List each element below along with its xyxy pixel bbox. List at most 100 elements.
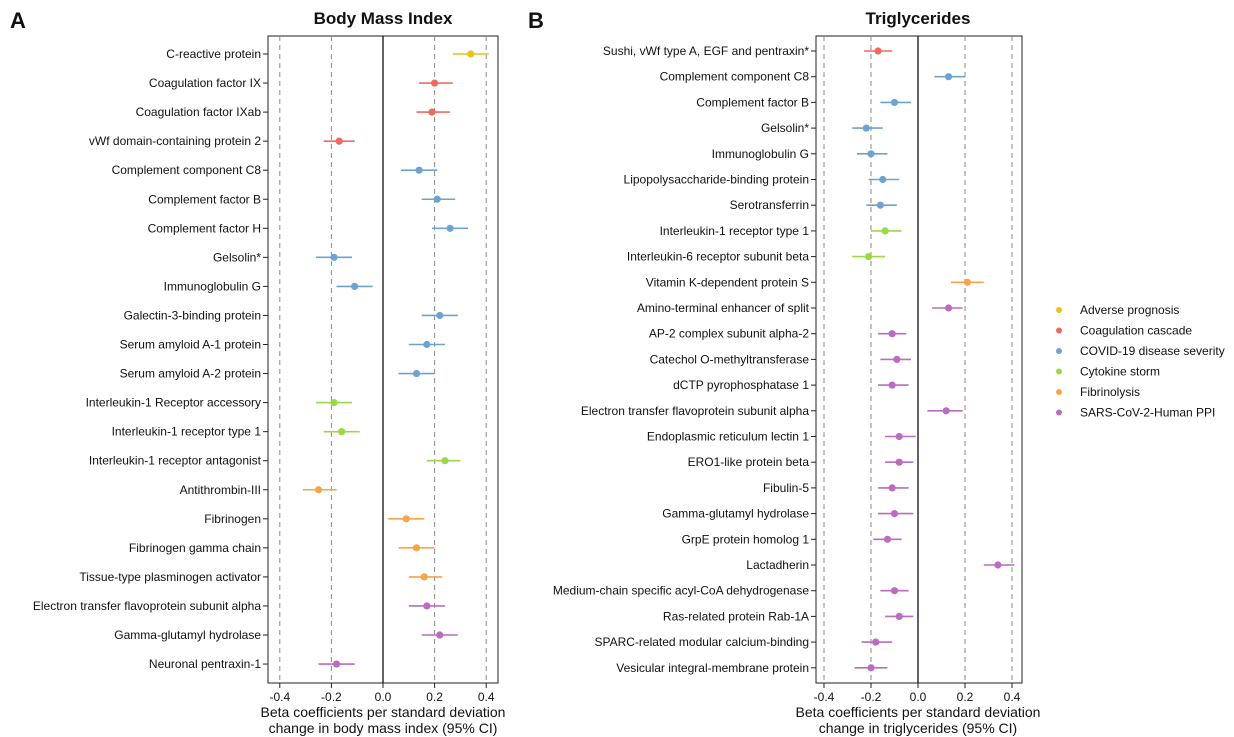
row-label: Vitamin K-dependent protein S	[646, 275, 809, 289]
point-estimate	[412, 544, 421, 552]
legend-label: Adverse prognosis	[1080, 303, 1179, 317]
point-estimate	[944, 304, 953, 312]
row-label: Gelsolin*	[761, 121, 809, 135]
row-label: Lipopolysaccharide-binding protein	[624, 173, 809, 187]
row-label: dCTP pyrophosphatase 1	[673, 378, 809, 392]
x-tick-label: 0.2	[426, 690, 443, 704]
row-label: Lactadherin	[746, 558, 809, 572]
point-estimate	[332, 660, 341, 668]
row-label: Gamma-glutamyl hydrolase	[662, 507, 809, 521]
row-label: vWf domain-containing protein 2	[89, 134, 261, 148]
row-label: Coagulation factor IX	[149, 76, 261, 90]
panel-b-estimates	[852, 47, 1015, 672]
row-label: Gamma-glutamyl hydrolase	[114, 628, 261, 642]
legend-label: Fibrinolysis	[1080, 385, 1140, 399]
panel-a-row-labels: C-reactive protein Coagulation factor IX C…	[33, 47, 268, 671]
row-label: Coagulation factor IXab	[136, 105, 262, 119]
point-estimate	[895, 458, 903, 466]
point-estimate	[867, 664, 875, 672]
point-estimate	[890, 509, 899, 518]
row-label: Electron transfer flavoprotein subunit a…	[581, 404, 809, 418]
point-estimate	[890, 98, 899, 106]
row-label: Catechol O-methyltransferase	[650, 352, 810, 366]
panel-a-title: Body Mass Index	[314, 9, 453, 28]
row-label: Serotransferrin	[730, 198, 809, 212]
row-label: ERO1-like protein beta	[688, 455, 810, 469]
row-label: Ras-related protein Rab-1A	[663, 609, 809, 623]
point-estimate	[412, 369, 421, 378]
panel-a-xlabel-line2: change in body mass index (95% CI)	[269, 720, 498, 736]
panel-b-x-ticks: -0.4 -0.2 0.0 0.2 0.4	[814, 683, 1021, 704]
legend: Adverse prognosis Coagulation cascade COVI…	[1056, 303, 1225, 420]
row-label: Electron transfer flavoprotein subunit a…	[33, 599, 261, 613]
point-estimate	[895, 432, 903, 441]
row-label: C-reactive protein	[166, 47, 261, 61]
point-estimate	[436, 631, 444, 639]
point-estimate	[881, 227, 889, 235]
row-label: Vesicular integral-membrane protein	[616, 661, 809, 675]
panel-a: A Body Mass Index -0.4 -0.2 0.0 0.2 0.4 C-re…	[10, 8, 505, 736]
row-label: Sushi, vWf type A, EGF and pentraxin*	[603, 44, 809, 58]
point-estimate	[423, 340, 431, 349]
point-estimate	[865, 253, 873, 261]
legend-swatch	[1056, 389, 1062, 395]
row-label: Complement factor B	[148, 192, 261, 206]
legend-swatch	[1056, 409, 1062, 416]
x-tick-label: 0.0	[375, 690, 392, 704]
row-label: Fibrinogen gamma chain	[129, 541, 261, 555]
row-label: Interleukin-1 receptor antagonist	[89, 454, 262, 468]
legend-swatch	[1056, 327, 1062, 334]
point-estimate	[433, 195, 441, 203]
point-estimate	[441, 457, 449, 465]
legend-swatch	[1056, 348, 1062, 354]
row-label: AP-2 complex subunit alpha-2	[649, 327, 809, 341]
row-label: Immunoglobulin G	[712, 147, 809, 161]
panel-b-frame	[815, 35, 1023, 684]
point-estimate	[431, 79, 439, 87]
point-estimate	[423, 602, 431, 610]
legend-label: SARS-CoV-2-Human PPI	[1080, 406, 1215, 420]
point-estimate	[867, 150, 875, 158]
x-tick-label: 0.4	[1004, 690, 1021, 704]
panel-a-estimates	[303, 50, 489, 668]
legend-label: Coagulation cascade	[1080, 324, 1192, 338]
x-tick-label: -0.2	[861, 690, 882, 704]
panel-a-x-ticks: -0.4 -0.2 0.0 0.2 0.4	[269, 683, 495, 704]
panel-b-xlabel-line2: change in triglycerides (95% CI)	[819, 720, 1017, 736]
point-estimate	[330, 399, 338, 407]
row-label: Interleukin-1 receptor type 1	[660, 224, 810, 238]
point-estimate	[335, 137, 343, 145]
point-estimate	[420, 573, 428, 581]
point-estimate	[888, 484, 896, 492]
row-label: Interleukin-6 receptor subunit beta	[627, 250, 809, 264]
row-label: Complement component C8	[660, 70, 810, 84]
point-estimate	[415, 166, 423, 174]
point-estimate	[428, 108, 436, 116]
x-tick-label: 0.0	[910, 690, 927, 704]
panel-a-xlabel-line1: Beta coefficients per standard deviation	[261, 704, 506, 720]
row-label: Antithrombin-III	[180, 483, 261, 497]
row-label: Interleukin-1 Receptor accessory	[86, 396, 261, 410]
point-estimate	[893, 355, 901, 363]
panel-b-row-labels: Sushi, vWf type A, EGF and pentraxin* Com…	[553, 44, 816, 675]
point-estimate	[888, 330, 896, 338]
row-label: Complement factor B	[696, 95, 809, 109]
point-estimate	[994, 561, 1002, 569]
row-label: Gelsolin*	[213, 250, 261, 264]
point-estimate	[888, 381, 896, 389]
row-label: Endoplasmic reticulum lectin 1	[647, 430, 809, 444]
row-label: Interleukin-1 receptor type 1	[112, 425, 262, 439]
point-estimate	[338, 428, 346, 436]
point-estimate	[883, 535, 892, 543]
point-estimate	[895, 612, 903, 621]
row-label: Medium-chain specific acyl-CoA dehydroge…	[553, 584, 809, 598]
row-label: Fibulin-5	[763, 481, 809, 495]
row-label: Complement component C8	[112, 163, 262, 177]
panel-a-letter: A	[10, 8, 26, 33]
point-estimate	[351, 282, 359, 290]
point-estimate	[402, 515, 410, 523]
point-estimate	[467, 50, 475, 58]
x-tick-label: -0.4	[814, 690, 835, 704]
